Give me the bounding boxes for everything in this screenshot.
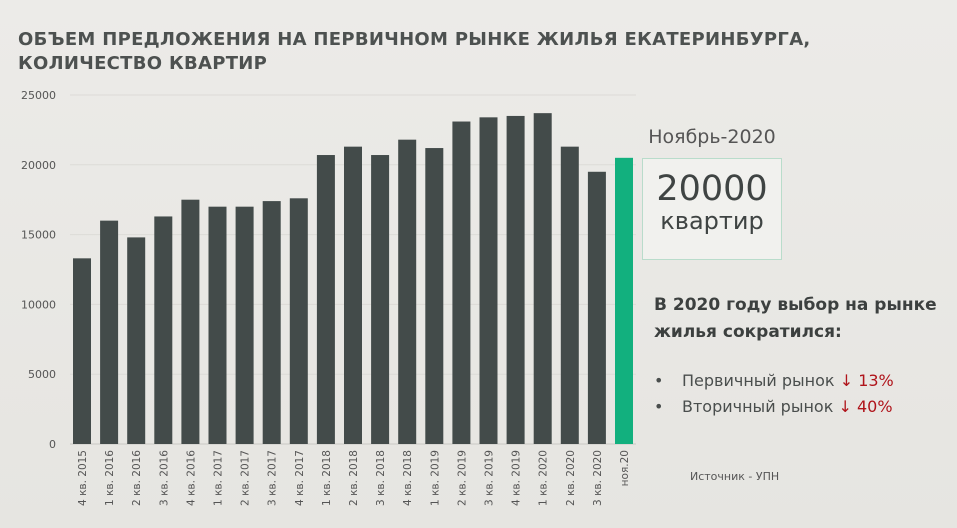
x-tick-label: 3 кв. 2016 [158, 450, 170, 506]
x-tick-label: 3 кв. 2019 [484, 450, 496, 506]
bar [316, 155, 335, 444]
bar [398, 139, 417, 444]
x-tick-label: 2 кв. 2018 [348, 450, 360, 506]
y-tick-label: 15000 [21, 229, 56, 242]
y-tick-label: 20000 [21, 159, 56, 172]
bar [262, 201, 281, 444]
bar [371, 155, 390, 444]
callout-box: 20000 квартир [642, 158, 782, 260]
bar [587, 171, 606, 444]
note-heading-line-2: жилья сократился: [654, 322, 842, 342]
x-tick-label: 4 кв. 2018 [402, 450, 414, 506]
bar [181, 199, 200, 444]
bar [100, 220, 119, 444]
callout-unit: квартир [660, 207, 764, 235]
bar [560, 146, 579, 445]
y-tick-label: 0 [49, 438, 56, 451]
chart-title: ОБЪЕМ ПРЕДЛОЖЕНИЯ НА ПЕРВИЧНОМ РЫНКЕ ЖИЛ… [18, 28, 811, 76]
x-tick-label: 3 кв. 2017 [267, 450, 279, 506]
bar [289, 198, 308, 444]
title-line-2: КОЛИЧЕСТВО КВАРТИР [18, 53, 268, 74]
x-tick-label: 2 кв. 2020 [565, 450, 577, 506]
x-tick-label: 3 кв. 2018 [375, 450, 387, 506]
x-tick-label: 1 кв. 2017 [213, 450, 225, 506]
source-note: Источник - УПН [690, 470, 780, 483]
y-tick-label: 10000 [21, 298, 56, 311]
bar [127, 237, 146, 444]
x-tick-label: 3 кв. 2020 [592, 450, 604, 506]
bar [479, 117, 498, 444]
bullet-dot: • [654, 397, 664, 416]
x-tick-label: 2 кв. 2017 [240, 450, 252, 506]
x-tick-label: 1 кв. 2016 [104, 450, 116, 506]
bullet-label: Первичный рынок [682, 371, 835, 390]
bar [452, 121, 471, 445]
bar [208, 206, 227, 444]
note-heading: В 2020 году выбор на рынке жилья сократи… [654, 292, 937, 346]
x-tick-label: 1 кв. 2018 [321, 450, 333, 506]
title-line-1: ОБЪЕМ ПРЕДЛОЖЕНИЯ НА ПЕРВИЧНОМ РЫНКЕ ЖИЛ… [18, 29, 811, 50]
bar [533, 113, 552, 444]
bullet-dot: • [654, 371, 664, 390]
x-tick-label: 4 кв. 2019 [511, 450, 523, 506]
callout-period: Ноябрь-2020 [648, 126, 776, 148]
y-tick-label: 5000 [28, 368, 56, 381]
bar [344, 146, 362, 445]
bullet-primary: • Первичный рынок ↓ 13% [654, 371, 894, 390]
y-tick-label: 25000 [21, 89, 56, 102]
bar [615, 157, 633, 444]
x-tick-label: 1 кв. 2020 [538, 450, 550, 506]
callout-value: 20000 [656, 169, 768, 209]
x-tick-label: 4 кв. 2015 [77, 450, 89, 506]
x-tick-label: 4 кв. 2016 [185, 450, 197, 506]
x-tick-label: ноя.20 [619, 450, 631, 486]
bar [154, 216, 173, 444]
note-heading-line-1: В 2020 году выбор на рынке [654, 295, 937, 315]
bar [506, 115, 525, 444]
arrow-down-icon: ↓ [838, 397, 852, 416]
bullet-label: Вторичный рынок [682, 397, 834, 416]
bullet-change: 40% [856, 397, 893, 416]
bar [235, 206, 254, 444]
bullet-secondary: • Вторичный рынок ↓ 40% [654, 397, 893, 416]
bar [73, 258, 91, 444]
bullet-change: 13% [858, 371, 894, 390]
x-tick-label: 1 кв. 2019 [429, 450, 441, 506]
x-tick-label: 2 кв. 2016 [131, 450, 143, 506]
x-tick-label: 2 кв. 2019 [456, 450, 468, 506]
arrow-down-icon: ↓ [839, 371, 854, 390]
x-tick-label: 4 кв. 2017 [294, 450, 306, 506]
bar [425, 148, 444, 444]
